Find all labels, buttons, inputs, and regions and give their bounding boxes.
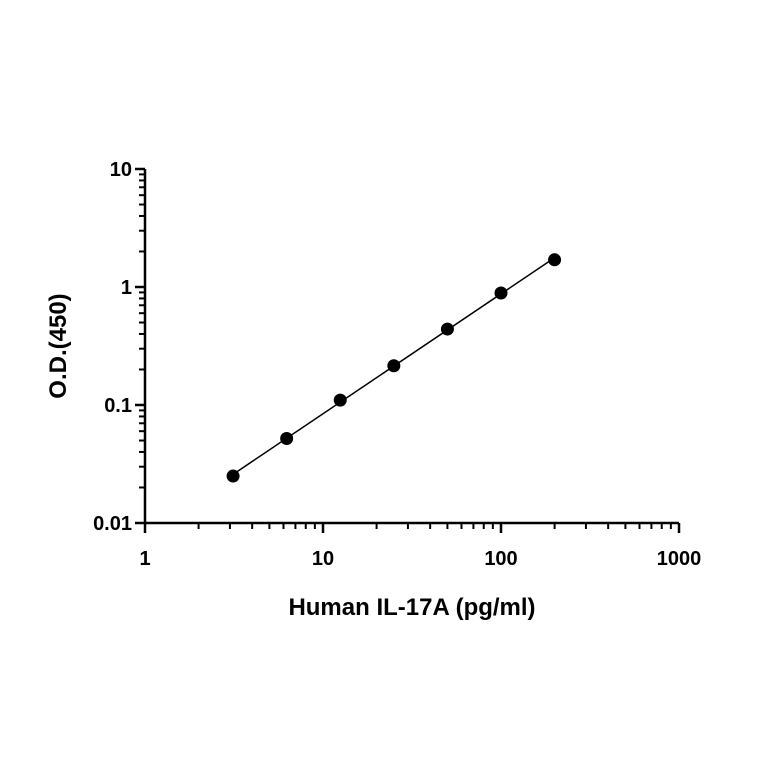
major-ticks (135, 167, 681, 533)
y-axis-title: O.D.(450) (45, 293, 72, 398)
x-tick-label: 100 (484, 548, 517, 570)
y-tick-label: 1 (121, 277, 132, 299)
x-axis-title: Human IL-17A (pg/ml) (288, 594, 535, 621)
data-point (548, 253, 562, 267)
x-tick-label: 10 (312, 548, 334, 570)
y-tick-label: 10 (110, 159, 132, 181)
y-tick-label: 0.1 (104, 395, 132, 417)
data-point (280, 432, 294, 446)
data-points (226, 253, 562, 483)
data-point (226, 469, 240, 483)
data-point (494, 286, 508, 300)
tick-labels: 1 10 100 1000 0.01 0.1 1 10 (93, 159, 701, 570)
data-point (440, 322, 454, 336)
data-point (333, 393, 347, 407)
y-tick-label: 0.01 (93, 513, 132, 535)
minor-ticks (139, 173, 672, 529)
x-tick-label: 1000 (657, 548, 702, 570)
x-tick-label: 1 (139, 548, 150, 570)
data-point (387, 359, 401, 373)
